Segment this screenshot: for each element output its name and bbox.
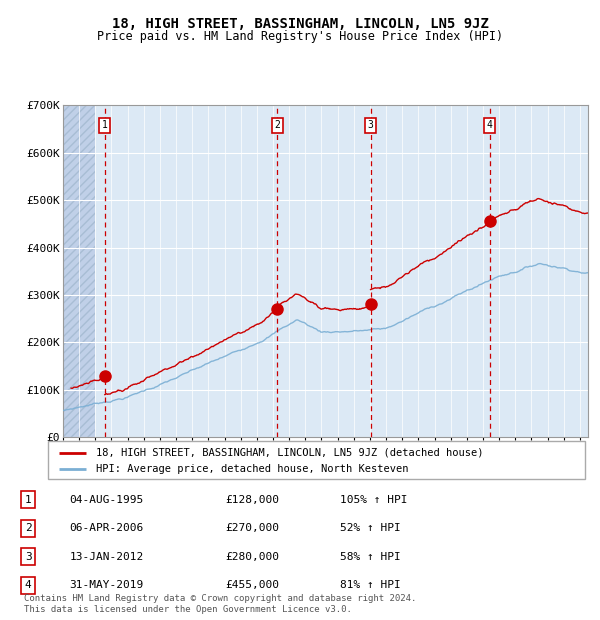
Text: 04-AUG-1995: 04-AUG-1995 bbox=[70, 495, 144, 505]
Text: £270,000: £270,000 bbox=[225, 523, 279, 533]
Text: 81% ↑ HPI: 81% ↑ HPI bbox=[340, 580, 401, 590]
Text: 58% ↑ HPI: 58% ↑ HPI bbox=[340, 552, 401, 562]
Text: Price paid vs. HM Land Registry's House Price Index (HPI): Price paid vs. HM Land Registry's House … bbox=[97, 30, 503, 43]
Text: 3: 3 bbox=[25, 552, 32, 562]
Text: £280,000: £280,000 bbox=[225, 552, 279, 562]
FancyBboxPatch shape bbox=[48, 441, 585, 479]
Text: 06-APR-2006: 06-APR-2006 bbox=[70, 523, 144, 533]
Bar bbox=[63, 105, 95, 437]
Text: 105% ↑ HPI: 105% ↑ HPI bbox=[340, 495, 408, 505]
Text: HPI: Average price, detached house, North Kesteven: HPI: Average price, detached house, Nort… bbox=[97, 464, 409, 474]
Text: 1: 1 bbox=[25, 495, 32, 505]
Text: Contains HM Land Registry data © Crown copyright and database right 2024.
This d: Contains HM Land Registry data © Crown c… bbox=[24, 595, 416, 614]
Text: £455,000: £455,000 bbox=[225, 580, 279, 590]
Text: 1: 1 bbox=[102, 120, 108, 130]
Text: 4: 4 bbox=[487, 120, 493, 130]
Text: 13-JAN-2012: 13-JAN-2012 bbox=[70, 552, 144, 562]
Text: 3: 3 bbox=[368, 120, 374, 130]
Text: 18, HIGH STREET, BASSINGHAM, LINCOLN, LN5 9JZ: 18, HIGH STREET, BASSINGHAM, LINCOLN, LN… bbox=[112, 17, 488, 32]
Text: 31-MAY-2019: 31-MAY-2019 bbox=[70, 580, 144, 590]
Text: 18, HIGH STREET, BASSINGHAM, LINCOLN, LN5 9JZ (detached house): 18, HIGH STREET, BASSINGHAM, LINCOLN, LN… bbox=[97, 448, 484, 458]
Text: 2: 2 bbox=[274, 120, 280, 130]
Text: 4: 4 bbox=[25, 580, 32, 590]
Text: £128,000: £128,000 bbox=[225, 495, 279, 505]
Text: 52% ↑ HPI: 52% ↑ HPI bbox=[340, 523, 401, 533]
Text: 2: 2 bbox=[25, 523, 32, 533]
